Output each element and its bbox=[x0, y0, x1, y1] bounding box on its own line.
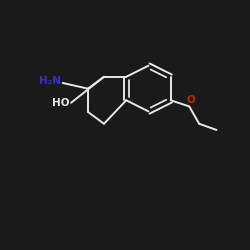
Text: H₂N: H₂N bbox=[40, 76, 62, 86]
Text: O: O bbox=[186, 95, 195, 105]
Text: HO: HO bbox=[52, 98, 70, 108]
